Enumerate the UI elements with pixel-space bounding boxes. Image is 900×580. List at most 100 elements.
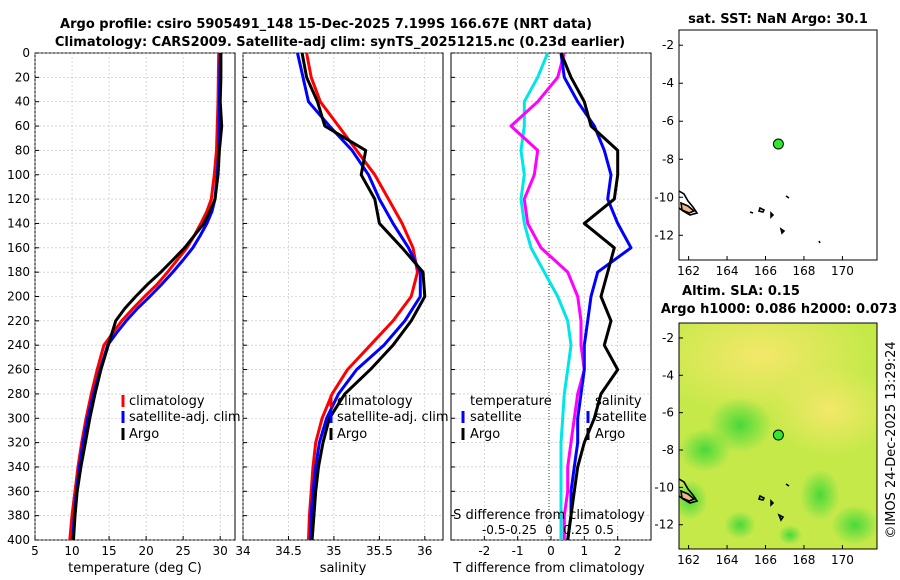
map-y-tick-label: -2 <box>662 38 674 52</box>
t-diff-xlabel: T difference from climatology <box>452 561 645 576</box>
map-y-tick-label: -10 <box>654 190 674 204</box>
legend-clim-label: climatology <box>337 394 413 409</box>
legend-satellite-s-label: satellite <box>595 410 647 425</box>
map-y-tick-label: -4 <box>662 76 674 90</box>
map-y-tick-label: -12 <box>654 228 674 242</box>
s-diff-xlabel: S difference from climatology <box>453 508 645 523</box>
depth-tick-label: 140 <box>7 216 30 230</box>
s-diff-tick-label: -0.25 <box>506 523 537 537</box>
series-line-argo <box>300 52 427 541</box>
map-x-tick-label: 164 <box>716 553 739 567</box>
sst-map-title: sat. SST: NaN Argo: 30.1 <box>688 12 868 27</box>
x-tick-label: 5 <box>31 544 39 558</box>
map-y-tick-label: -8 <box>662 152 674 166</box>
salinity-xlabel: salinity <box>320 561 367 576</box>
sla-map-subtitle: Argo h1000: 0.086 h2000: 0.073 <box>661 302 897 317</box>
argo-position-marker <box>772 138 784 150</box>
legend-satellite-label: satellite <box>470 410 522 425</box>
depth-tick-label: 400 <box>7 533 30 547</box>
series-line-temperature-argo <box>509 52 586 540</box>
map-x-tick-label: 164 <box>716 264 739 278</box>
x-tick-label: 25 <box>176 544 191 558</box>
depth-tick-label: 40 <box>15 95 30 109</box>
depth-tick-label: 300 <box>7 411 30 425</box>
salinity-panel: 34 34.5 35 35.5 36 salinity climatology sate… <box>235 52 449 576</box>
copyright-credit: ©IMOS 24-Dec-2025 13:29:24 <box>884 341 899 538</box>
map-x-tick-label: 166 <box>754 264 777 278</box>
legend-sat-label: satellite-adj. clim <box>337 410 449 425</box>
legend-salinity-label: salinity <box>595 394 642 409</box>
temperature-legend: climatology satellite-adj. clim Argo <box>121 394 241 442</box>
depth-tick-label: 0 <box>22 46 30 60</box>
x-tick-label: 34.5 <box>275 544 302 558</box>
salinity-legend: climatology satellite-adj. clim Argo <box>329 394 449 442</box>
temperature-xlabel: temperature (deg C) <box>68 561 202 576</box>
series-line-temperature-satellite <box>519 52 573 540</box>
x-tick-label: 1 <box>581 544 589 558</box>
s-diff-tick-label: -0.5 <box>482 523 505 537</box>
map-y-tick-label: -6 <box>662 406 674 420</box>
map-y-tick-label: -10 <box>654 480 674 494</box>
figure-title-line2: Climatology: CARS2009. Satellite-adj cli… <box>55 35 625 50</box>
legend-argo-label: Argo <box>129 427 159 442</box>
depth-tick-label: 60 <box>15 119 30 133</box>
depth-tick-label: 360 <box>7 484 30 498</box>
map-y-tick-label: -4 <box>662 368 674 382</box>
map-x-tick-label: 162 <box>677 264 700 278</box>
depth-tick-label: 220 <box>7 314 30 328</box>
map-x-tick-label: 170 <box>831 264 854 278</box>
difference-legend: temperature satellite Argo salinity sate… <box>461 394 647 442</box>
x-tick-label: 30 <box>213 544 228 558</box>
map-y-tick-label: -12 <box>654 518 674 532</box>
depth-tick-label: 380 <box>7 509 30 523</box>
x-tick-label: 2 <box>614 544 622 558</box>
x-tick-label: 15 <box>101 544 116 558</box>
depth-tick-label: 280 <box>7 387 30 401</box>
depth-tick-label: 200 <box>7 290 30 304</box>
s-diff-tick-label: 0 <box>545 523 553 537</box>
map-x-tick-label: 168 <box>792 553 815 567</box>
map-x-tick-label: 166 <box>754 553 777 567</box>
x-tick-label: 34 <box>235 544 250 558</box>
series-line-climatology <box>305 52 419 541</box>
x-tick-label: 0 <box>547 544 555 558</box>
map-x-tick-label: 168 <box>792 264 815 278</box>
depth-tick-label: 340 <box>7 460 30 474</box>
depth-axis: 0 20 40 60 80 100 120 140 160 180 200 220 240 260 280 3… <box>7 46 30 547</box>
figure-title-line1: Argo profile: csiro 5905491_148 15-Dec-2… <box>60 17 592 32</box>
series-line-salinity-satellite <box>559 52 633 541</box>
x-tick-label: 36 <box>417 544 432 558</box>
depth-tick-label: 160 <box>7 241 30 255</box>
sla-heatmap <box>679 323 877 549</box>
legend-sat-label: satellite-adj. clim <box>129 410 241 425</box>
argo-position-marker <box>772 429 784 441</box>
x-tick-label: -1 <box>512 544 524 558</box>
depth-tick-label: 240 <box>7 338 30 352</box>
sla-coastline <box>678 478 790 522</box>
depth-tick-label: 120 <box>7 192 30 206</box>
depth-tick-label: 320 <box>7 436 30 450</box>
s-diff-tick-label: 0.5 <box>595 523 614 537</box>
sst-map-panel: sat. SST: NaN Argo: 30.1 162 164 166 168 170… <box>654 12 878 278</box>
depth-tick-label: 80 <box>15 143 30 157</box>
legend-argo-s-label: Argo <box>595 427 625 442</box>
legend-clim-label: climatology <box>129 394 205 409</box>
x-tick-label: 10 <box>64 544 79 558</box>
sla-map-title: Altim. SLA: 0.15 <box>682 284 800 299</box>
depth-tick-label: 100 <box>7 168 30 182</box>
temperature-panel: 5 10 15 20 25 30 temperature (deg C) climatol… <box>31 52 241 576</box>
depth-tick-label: 180 <box>7 265 30 279</box>
map-x-tick-label: 162 <box>677 553 700 567</box>
sst-coastline <box>678 190 821 244</box>
x-tick-label: 20 <box>138 544 153 558</box>
map-x-tick-label: 170 <box>831 553 854 567</box>
series-line-argo <box>72 53 224 541</box>
difference-panel: -2 -1 0 1 2 -0.5 -0.25 0 0.25 0.5 S difference fr… <box>450 52 652 576</box>
legend-argo-label: Argo <box>470 427 500 442</box>
map-y-tick-label: -6 <box>662 114 674 128</box>
sla-map-panel: Altim. SLA: 0.15 Argo h1000: 0.086 h2000… <box>654 284 897 567</box>
x-tick-label: 35.5 <box>366 544 393 558</box>
map-y-tick-label: -2 <box>662 331 674 345</box>
series-line-salinity-argo <box>559 52 620 541</box>
